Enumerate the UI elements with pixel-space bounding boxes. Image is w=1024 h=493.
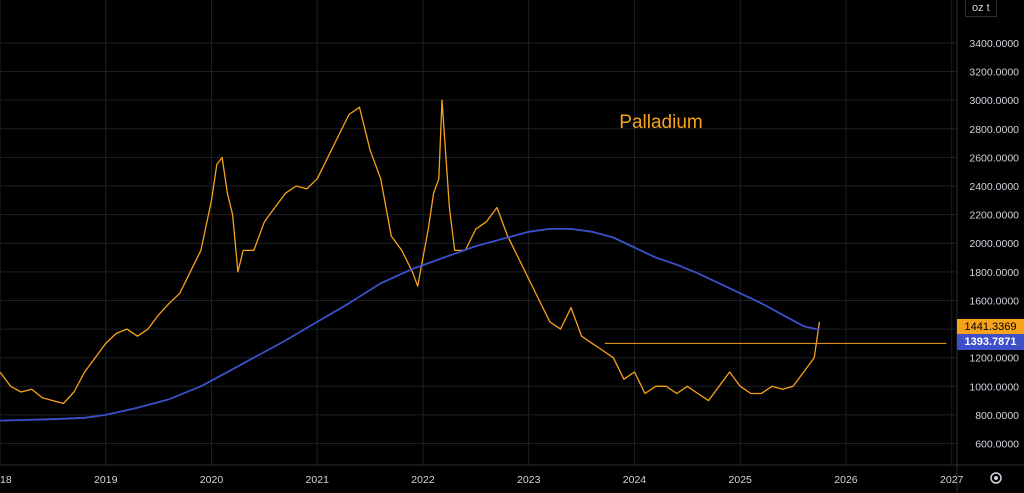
average-price-label: 1393.7871 [957,334,1024,350]
last-price-label: 1441.3369 [957,319,1024,335]
y-tick-label: 2600.0000 [969,152,1019,164]
y-tick-label: 600.0000 [975,439,1019,451]
y-tick-label: 3000.0000 [969,95,1019,107]
y-tick-label: 2200.0000 [969,210,1019,222]
x-tick-label: 2022 [411,474,435,486]
price-series-line [0,99,821,405]
y-tick-label: 3400.0000 [969,38,1019,50]
y-tick-label: 2000.0000 [969,238,1019,250]
unit-badge[interactable]: oz t [965,0,997,17]
moving-average-line [0,227,820,422]
x-axis: 2018 2019 2020 2021 2022 2023 2024 2025 2026 2027 [0,464,1024,486]
x-tick-label: 2025 [729,474,753,486]
y-tick-label: 1800.0000 [969,267,1019,279]
y-tick-label: 1600.0000 [969,295,1019,307]
x-tick-label: 2018 [0,474,12,486]
y-tick-label: 800.0000 [975,410,1019,422]
x-tick-label: 2019 [94,474,118,486]
chart-title: Palladium [619,112,702,133]
y-tick-label: 1000.0000 [969,381,1019,393]
y-tick-label: 2800.0000 [969,124,1019,136]
grid [0,0,957,465]
x-tick-label: 2020 [200,474,224,486]
series-group [0,99,821,422]
x-tick-label: 2021 [306,474,330,486]
y-tick-label: 1200.0000 [969,353,1019,365]
gear-icon[interactable] [986,468,1006,488]
x-tick-label: 2024 [623,474,647,486]
y-tick-label: 2400.0000 [969,181,1019,193]
x-tick-label: 2026 [834,474,858,486]
x-tick-label: 2027 [940,474,964,486]
y-axis: 600.0000800.00001000.00001200.00001400.0… [956,0,1019,493]
y-tick-label: 3200.0000 [969,67,1019,79]
x-tick-label: 2023 [517,474,541,486]
